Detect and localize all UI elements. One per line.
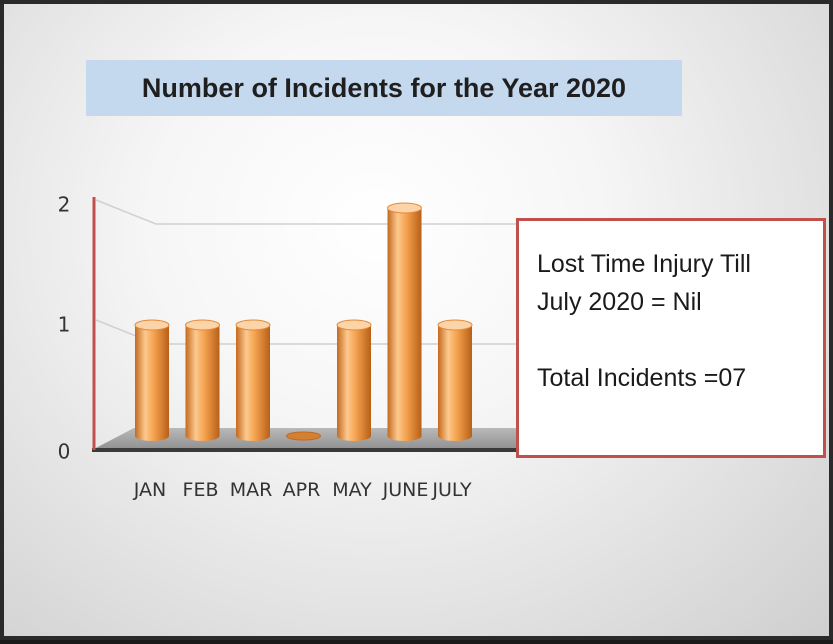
x-tick-label: JAN <box>133 479 166 501</box>
x-tick-label: FEB <box>183 479 219 501</box>
summary-line-3: Total Incidents =07 <box>537 364 747 392</box>
x-tick-labels: JAN FEB MAR APR MAY JUNE JULY <box>133 479 472 501</box>
x-tick-label: MAY <box>332 479 372 501</box>
bar-feb <box>185 319 220 441</box>
y-tick-label: 0 <box>58 440 71 464</box>
bars <box>134 202 473 441</box>
x-tick-label: MAR <box>230 479 273 501</box>
x-tick-label: JULY <box>431 479 472 501</box>
y-tick-label: 1 <box>58 313 71 337</box>
summary-line-1: Lost Time Injury Till <box>537 250 751 278</box>
bar-july <box>437 319 473 441</box>
summary-box: Lost Time Injury Till July 2020 = Nil To… <box>516 218 826 458</box>
gridline <box>95 199 516 225</box>
bar-apr <box>286 431 321 441</box>
bar-mar <box>235 319 271 441</box>
bar-chart: 0 1 2 JAN FEB MAR APR MAY JUNE JULY <box>58 193 516 501</box>
y-tick-labels: 0 1 2 <box>58 193 71 464</box>
x-tick-label: JUNE <box>382 479 429 501</box>
y-tick-label: 2 <box>58 193 71 217</box>
bar-june <box>387 202 422 441</box>
x-tick-label: APR <box>283 479 321 501</box>
chart-title: Number of Incidents for the Year 2020 <box>86 60 682 116</box>
bar-may <box>336 319 372 441</box>
summary-line-2: July 2020 = Nil <box>537 288 702 316</box>
bar-jan <box>134 319 170 441</box>
